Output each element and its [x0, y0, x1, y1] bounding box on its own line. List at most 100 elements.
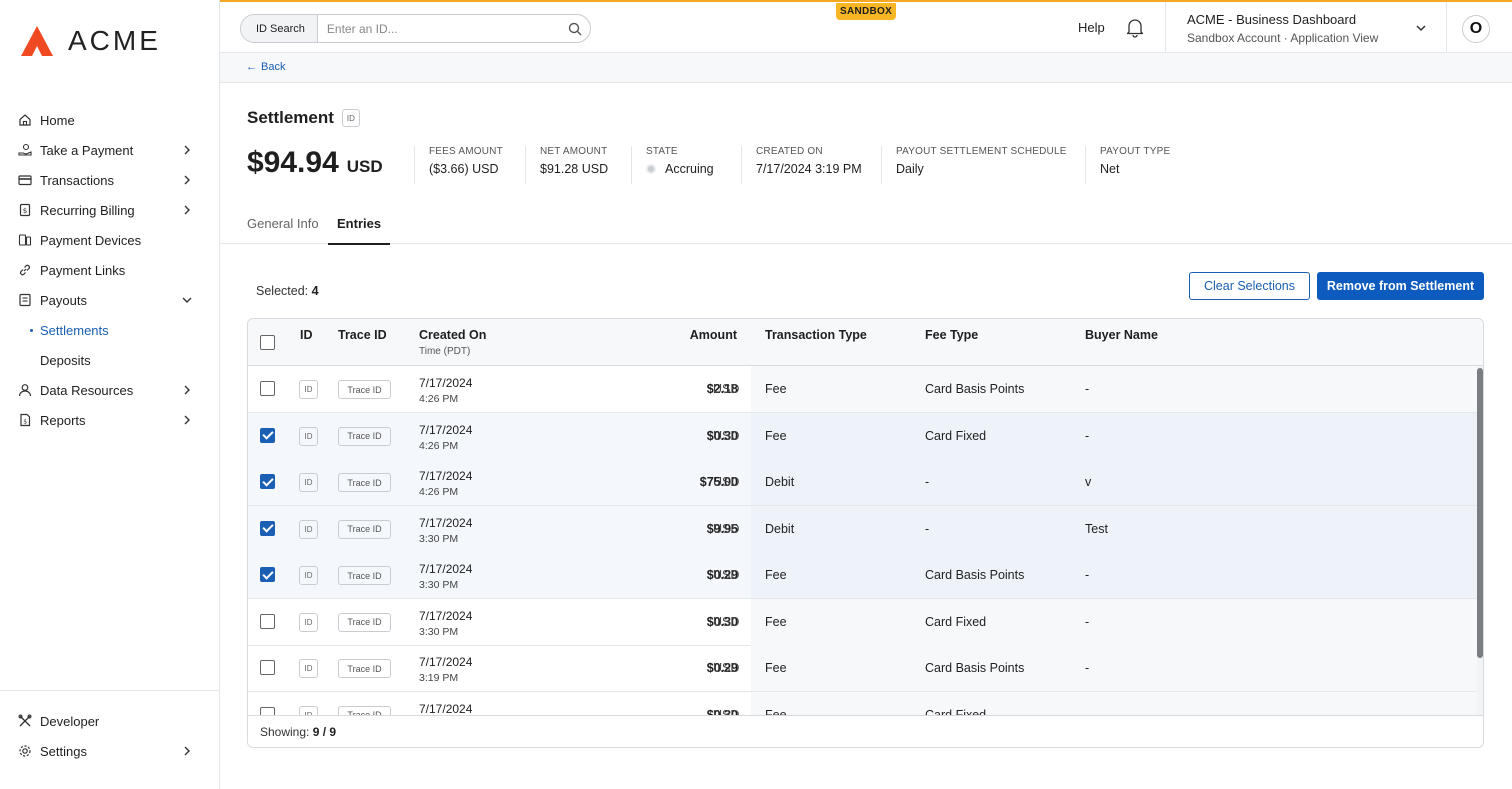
table-row[interactable]: ID Trace ID 7/17/2024 3:30 PM $9.95 USD Debit -…	[248, 505, 1477, 553]
tab-bar: General Info Entries	[220, 205, 1512, 245]
id-search-input[interactable]	[317, 21, 560, 36]
row-checkbox[interactable]	[260, 520, 275, 536]
remove-from-settlement-button[interactable]: Remove from Settlement	[1317, 272, 1484, 300]
table-footer: Showing: 9 / 9	[248, 715, 1483, 747]
sidebar-item-settings[interactable]: Settings	[0, 736, 219, 766]
row-trace-id-chip[interactable]: Trace ID	[338, 426, 391, 446]
showing-value: 9 / 9	[312, 725, 337, 739]
row-checkbox[interactable]	[260, 660, 275, 675]
sidebar-bottom-nav: Developer Settings	[0, 690, 219, 766]
sidebar-item-payment-links[interactable]: Payment Links	[0, 255, 219, 285]
sidebar-item-payouts[interactable]: Payouts	[0, 285, 219, 315]
topbar: ID Search SANDBOX Help ACME - Business D…	[220, 0, 1512, 54]
clear-selections-button[interactable]: Clear Selections	[1189, 272, 1310, 300]
row-currency: USD	[713, 568, 740, 582]
tab-general-info[interactable]: General Info	[247, 216, 319, 231]
row-trace-id-chip[interactable]: Trace ID	[338, 519, 391, 539]
user-icon	[18, 383, 32, 397]
scrollbar-thumb[interactable]	[1477, 368, 1483, 658]
sidebar-item-transactions[interactable]: Transactions	[0, 165, 219, 195]
table-row[interactable]: ID Trace ID 7/17/2024 4:26 PM $0.30 USD Fee Car…	[248, 412, 1477, 460]
back-bar: ← Back	[220, 53, 1512, 83]
state-status-icon	[646, 164, 656, 174]
row-date: 7/17/2024	[419, 376, 473, 390]
row-id-chip[interactable]: ID	[299, 705, 318, 715]
bell-icon[interactable]	[1124, 16, 1146, 38]
row-trace-id-chip[interactable]: Trace ID	[338, 705, 391, 715]
sidebar-item-home[interactable]: Home	[0, 105, 219, 135]
table-row[interactable]: ID Trace ID 7/17/2024 3:19 PM $0.29 USD Fee Car…	[248, 645, 1477, 692]
row-date: 7/17/2024	[419, 655, 473, 669]
table-row[interactable]: ID Trace ID 7/17/2024 3:30 PM $0.30 USD Fee Car…	[248, 598, 1477, 646]
row-date: 7/17/2024	[419, 515, 473, 530]
avatar[interactable]: O	[1462, 15, 1490, 43]
table-scrollbar[interactable]	[1477, 366, 1483, 715]
stat-value: Net	[1100, 162, 1170, 176]
sidebar-item-label: Developer	[40, 713, 100, 729]
entries-table: ID Trace ID Created On Time (PDT) Amount…	[247, 318, 1484, 748]
row-date: 7/17/2024	[419, 701, 473, 716]
back-link[interactable]: ← Back	[246, 61, 285, 73]
row-checkbox[interactable]	[260, 381, 275, 396]
row-id-chip[interactable]: ID	[299, 426, 318, 446]
row-checkbox[interactable]	[260, 567, 275, 582]
row-checkbox[interactable]	[260, 427, 275, 443]
row-fee-type: -	[925, 521, 930, 536]
row-time: 3:30 PM	[419, 625, 459, 638]
stat-label: Payout Type	[1100, 146, 1171, 157]
row-trace-id-chip[interactable]: Trace ID	[338, 659, 391, 678]
tab-entries[interactable]: Entries	[328, 216, 391, 245]
row-time: 3:19 PM	[419, 672, 459, 684]
row-transaction-type: Fee	[765, 428, 787, 443]
row-trace-id-chip[interactable]: Trace ID	[338, 612, 391, 632]
row-id-chip[interactable]: ID	[299, 473, 318, 492]
sidebar-item-label: Take a Payment	[40, 142, 134, 158]
chevron-down-icon[interactable]	[1415, 22, 1427, 34]
settlement-id-chip[interactable]: ID	[341, 109, 360, 127]
row-id-chip[interactable]: ID	[299, 659, 318, 678]
stat-label: State	[646, 146, 678, 157]
sidebar-item-developer[interactable]: Developer	[0, 706, 219, 736]
table-row[interactable]: ID Trace ID 7/17/2024 4:26 PM $75.00 USD Debit…	[248, 459, 1477, 506]
sidebar-item-data-resources[interactable]: Data Resources	[0, 375, 219, 405]
search-icon[interactable]	[560, 15, 590, 42]
sidebar-item-take-a-payment[interactable]: Take a Payment	[0, 135, 219, 165]
sidebar-subitem-settlements[interactable]: Settlements	[0, 315, 219, 345]
row-id-chip[interactable]: ID	[299, 566, 318, 585]
id-search-tag[interactable]: ID Search	[241, 15, 318, 42]
stat-value: 7/17/2024 3:19 PM	[756, 162, 862, 176]
acme-logo[interactable]: ACME	[20, 24, 161, 58]
sidebar-item-reports[interactable]: $ Reports	[0, 405, 219, 435]
settlement-amount: $94.94 USD	[247, 146, 383, 180]
row-fee-type: Card Fixed	[925, 614, 987, 629]
row-trace-id-chip[interactable]: Trace ID	[338, 473, 391, 492]
help-link[interactable]: Help	[1078, 20, 1105, 35]
select-all-checkbox[interactable]	[260, 335, 275, 350]
table-body: ID Trace ID 7/17/2024 4:26 PM $2.18 USD Fee Car…	[248, 366, 1477, 715]
sandbox-badge: SANDBOX	[836, 3, 897, 20]
account-switcher[interactable]: ACME - Business Dashboard Sandbox Accoun…	[1187, 12, 1378, 45]
gear-icon	[18, 744, 32, 758]
sidebar-item-payment-devices[interactable]: Payment Devices	[0, 225, 219, 255]
row-fee-type: Card Fixed	[925, 428, 987, 443]
sidebar-subitem-deposits[interactable]: Deposits	[0, 345, 219, 375]
chevron-right-icon	[184, 746, 190, 756]
row-buyer-name: -	[1085, 428, 1090, 443]
row-trace-id-chip[interactable]: Trace ID	[338, 380, 391, 399]
row-highlight	[751, 552, 1477, 598]
amount-value: $94.94	[247, 146, 339, 179]
row-transaction-type: Debit	[765, 475, 795, 489]
table-row[interactable]: ID Trace ID 7/17/2024 4:26 PM $2.18 USD Fee Car…	[248, 366, 1477, 413]
table-row[interactable]: ID Trace ID 7/17/2024 3:30 PM $0.29 USD Fee Car…	[248, 552, 1477, 599]
row-checkbox[interactable]	[260, 474, 275, 489]
row-buyer-name: -	[1085, 661, 1090, 675]
row-time: 4:26 PM	[419, 486, 459, 498]
row-id-chip[interactable]: ID	[299, 380, 318, 399]
row-checkbox[interactable]	[260, 706, 275, 715]
sidebar-item-recurring-billing[interactable]: $ Recurring Billing	[0, 195, 219, 225]
row-checkbox[interactable]	[260, 613, 275, 629]
row-id-chip[interactable]: ID	[299, 612, 318, 632]
row-trace-id-chip[interactable]: Trace ID	[338, 566, 391, 585]
row-id-chip[interactable]: ID	[299, 519, 318, 539]
